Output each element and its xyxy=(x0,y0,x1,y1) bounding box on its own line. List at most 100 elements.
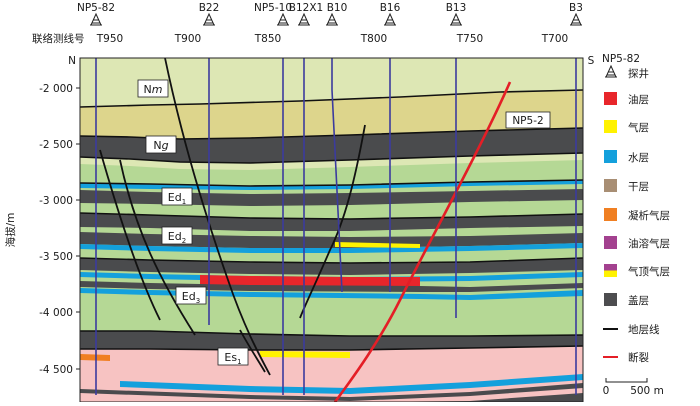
legend-label: 凝析气层 xyxy=(628,209,670,222)
legend-label: 气层 xyxy=(628,121,649,134)
well-name: NP5-82 xyxy=(77,2,115,14)
well-header-b16: B16 xyxy=(380,2,401,26)
well-header-b12x1: B12X1 xyxy=(289,2,323,26)
well-header-np5-10: NP5-10 xyxy=(254,2,292,26)
well-header-b10: B10 xyxy=(326,2,348,26)
legend-label: 探井 xyxy=(628,67,649,80)
y-tick: -3 500 xyxy=(39,251,73,263)
scale-bar: 0 500 m xyxy=(603,378,664,397)
fault-label-box xyxy=(505,111,551,129)
legend-item-well: 探井 xyxy=(605,64,649,80)
fault-label: NP5-2 xyxy=(512,115,543,127)
scale-start: 0 xyxy=(603,385,610,397)
well-header-b3: B3 xyxy=(569,2,583,26)
survey-tick: T850 xyxy=(254,33,281,45)
ng-lower-layer xyxy=(80,153,583,170)
ed3-label-box xyxy=(175,286,207,305)
y-axis-label: 海拔/m xyxy=(4,213,17,248)
well-name: B10 xyxy=(327,2,348,14)
well-header-b22: B22 xyxy=(199,2,220,26)
well-header-b13: B13 xyxy=(446,2,467,26)
ng-label: Ng xyxy=(153,139,168,152)
y-tick: -2 500 xyxy=(39,139,73,151)
well-name: NP5-10 xyxy=(254,2,292,14)
legend-swatch xyxy=(604,150,617,163)
nm-label: Nm xyxy=(144,83,163,96)
derrick-icon xyxy=(450,12,462,26)
legend-label: 油层 xyxy=(628,93,649,106)
scale-end: 500 m xyxy=(630,385,664,397)
legend-swatch xyxy=(604,92,617,105)
legend-item-cap: 盖层 xyxy=(604,293,649,307)
derrick-icon xyxy=(203,12,215,26)
ng-cap-layer xyxy=(80,128,583,163)
fault-lines-black xyxy=(99,58,366,376)
legend-swatch xyxy=(604,293,617,306)
legend-label: 断裂 xyxy=(628,351,649,364)
survey-line-label: 联络测线号 xyxy=(32,32,85,45)
ed3-label: Ed3 xyxy=(182,290,200,305)
ed2-cap-lower-layer xyxy=(80,232,583,248)
survey-tick: T900 xyxy=(174,33,201,45)
legend-label: 气顶气层 xyxy=(628,265,670,278)
legend-item-fault: 断裂 xyxy=(603,351,649,364)
well-headers: NP5-82 B22 NP5-10 B12X1 B10 B16 B13 B3 xyxy=(77,2,583,26)
survey-tick: T800 xyxy=(360,33,387,45)
legend-item-horizon: 地层线 xyxy=(603,323,660,336)
ed2-label: Ed2 xyxy=(168,230,186,245)
legend-swatch xyxy=(604,264,617,271)
south-label: S xyxy=(588,55,595,67)
derrick-icon xyxy=(605,64,617,78)
legend-item-gas: 气层 xyxy=(604,120,649,134)
fault-np5-2 xyxy=(333,81,512,402)
well-name: B3 xyxy=(569,2,583,14)
es1-cap-layer xyxy=(80,331,583,350)
legend-item-water: 水层 xyxy=(604,150,649,164)
legend: NP5-82 探井 油层 气层 水层 干层 凝析气层 油溶气层 xyxy=(602,53,670,364)
es1-label: Es1 xyxy=(224,351,241,366)
legend-item-gas-cap: 气顶气层 xyxy=(604,264,670,278)
derrick-icon xyxy=(298,12,310,26)
legend-swatch xyxy=(604,270,617,277)
ed1-label: Ed1 xyxy=(168,191,186,206)
es1-label-box xyxy=(217,347,249,366)
legend-swatch xyxy=(604,120,617,133)
survey-tick: T950 xyxy=(96,33,123,45)
y-tick: -4 000 xyxy=(39,307,73,319)
well-name: B22 xyxy=(199,2,220,14)
ed2-label-box xyxy=(161,226,193,245)
legend-item-solution-gas: 油溶气层 xyxy=(604,236,670,250)
ng-label-box xyxy=(145,135,177,154)
legend-label: 油溶气层 xyxy=(628,237,670,250)
legend-label: 盖层 xyxy=(628,294,649,307)
legend-swatch xyxy=(604,179,617,192)
es1-gas-layer xyxy=(260,351,350,358)
ed1-label-box xyxy=(161,187,193,206)
es1-water-layer xyxy=(120,374,583,394)
legend-label: 水层 xyxy=(628,152,649,164)
formation-labels: Nm Ng Ed1 Ed2 Ed3 Es1 NP5-2 xyxy=(137,79,551,366)
derrick-icon xyxy=(570,12,582,26)
es1-condensate-layer xyxy=(80,354,110,361)
well-trajectories xyxy=(95,58,577,395)
legend-item-oil: 油层 xyxy=(604,92,649,106)
well-name: B13 xyxy=(446,2,467,14)
well-header-np5-82: NP5-82 xyxy=(77,2,115,26)
well-name: B16 xyxy=(380,2,401,14)
ed1-cap-layer xyxy=(80,189,583,206)
well-name: B12X1 xyxy=(289,2,323,14)
nm-label-box xyxy=(137,79,169,98)
legend-swatch xyxy=(604,208,617,221)
north-label: N xyxy=(68,55,76,67)
y-tick: -2 000 xyxy=(39,83,73,95)
ed2-gas-layer xyxy=(335,242,420,248)
legend-item-dry: 干层 xyxy=(604,179,649,193)
legend-label: 干层 xyxy=(628,181,649,193)
ng-layer xyxy=(80,90,583,139)
ed3-water-lower-layer xyxy=(80,288,583,300)
legend-swatch xyxy=(604,236,617,249)
legend-label: 地层线 xyxy=(628,323,660,336)
y-tick: -3 000 xyxy=(39,195,73,207)
